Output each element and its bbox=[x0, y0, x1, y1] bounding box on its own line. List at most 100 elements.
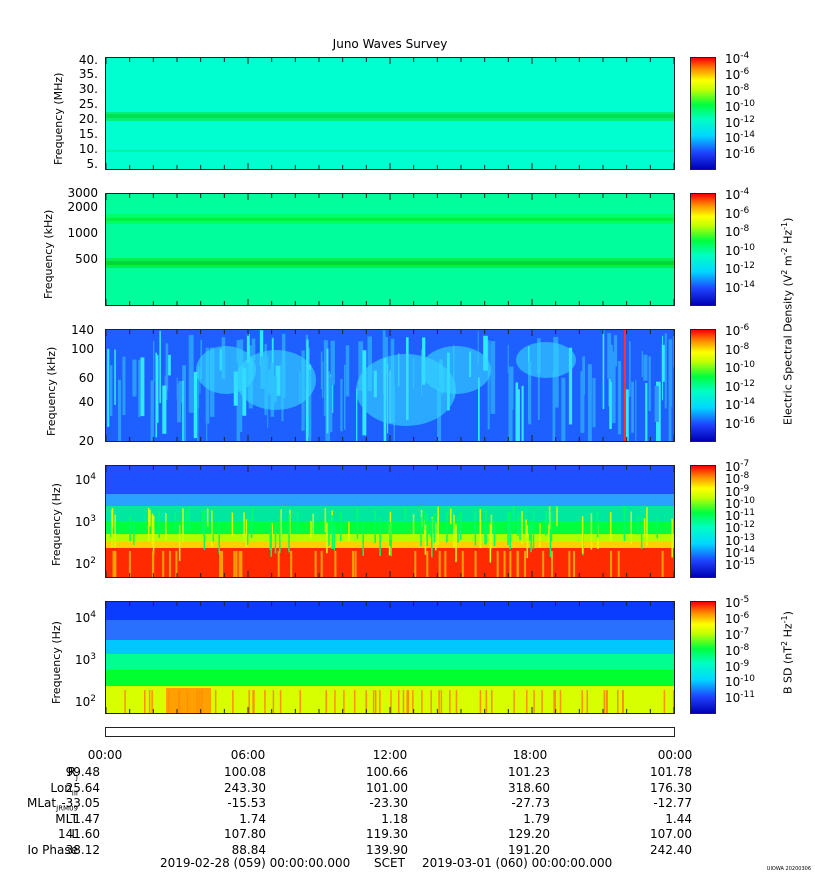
colorbar-tick-label: 10-12 bbox=[725, 520, 755, 536]
emission-streak bbox=[114, 551, 117, 577]
emission-streak bbox=[590, 513, 593, 550]
emission-streak bbox=[128, 551, 131, 577]
emission-streak bbox=[340, 379, 343, 432]
emission-streak bbox=[321, 361, 324, 398]
ephemeris-value: -12.77 bbox=[653, 796, 692, 810]
x-tick-label: 00:00 bbox=[657, 748, 693, 762]
emission-streak bbox=[503, 551, 506, 577]
emission-streak bbox=[550, 551, 553, 577]
emission-streak bbox=[201, 690, 203, 713]
emission-streak bbox=[314, 551, 317, 577]
colorbar-tick-label: 10-8 bbox=[725, 642, 750, 658]
ephemeris-value: 1.74 bbox=[239, 811, 266, 826]
ytick: 104 bbox=[74, 610, 96, 625]
emission-burst bbox=[236, 350, 316, 410]
emission-streak bbox=[430, 520, 432, 538]
emission-streak bbox=[271, 523, 273, 540]
emission-streak bbox=[435, 522, 437, 551]
colorbar-tick-label: 10-10 bbox=[725, 242, 755, 258]
colorbar-tick-label: 10-8 bbox=[725, 341, 750, 357]
ephemeris-value: 129.20 bbox=[508, 827, 550, 841]
emission-streak bbox=[490, 344, 494, 382]
emission-streak bbox=[288, 513, 290, 553]
emission-streak bbox=[246, 517, 249, 545]
panel-lfr-high bbox=[105, 329, 675, 442]
ephemeris-value: 107.00 bbox=[650, 827, 692, 841]
emission-streak bbox=[162, 385, 167, 434]
emission-streak bbox=[630, 511, 633, 545]
colorbar-tick-label: 10-12 bbox=[725, 261, 755, 277]
emission-streak bbox=[390, 690, 392, 713]
emission-streak bbox=[586, 690, 589, 713]
ephemeris-label: RJ bbox=[67, 765, 78, 782]
emission-streak bbox=[426, 551, 429, 577]
emission-streak bbox=[277, 551, 280, 577]
emission-streak bbox=[219, 551, 222, 577]
footer-end: 2019-03-01 (060) 00:00:00.000 bbox=[422, 856, 613, 870]
colorbar-tick-label: 10-11 bbox=[725, 508, 755, 524]
emission-streak bbox=[622, 690, 624, 713]
emission-streak bbox=[525, 519, 527, 538]
emission-streak bbox=[124, 690, 126, 713]
emission-streak bbox=[431, 518, 433, 558]
ytick: 500 bbox=[75, 252, 98, 266]
emission-streak bbox=[211, 510, 213, 547]
emission-streak bbox=[611, 351, 616, 424]
ytick: 15. bbox=[78, 127, 98, 141]
emission-streak bbox=[407, 690, 410, 713]
emission-streak bbox=[606, 690, 609, 713]
emission-streak bbox=[553, 690, 555, 713]
colorbar-tick-label: 10-8 bbox=[725, 82, 750, 98]
emission-streak bbox=[212, 521, 214, 542]
emission-streak bbox=[390, 522, 392, 557]
ytick: 35. bbox=[78, 67, 98, 81]
emission-streak bbox=[152, 551, 155, 577]
emission-streak bbox=[437, 506, 439, 525]
emission-band bbox=[106, 114, 674, 118]
colorbar-3 bbox=[690, 465, 716, 578]
emission-streak bbox=[426, 513, 428, 547]
emission-streak bbox=[453, 514, 455, 549]
ytick: 30. bbox=[78, 82, 98, 96]
emission-streak bbox=[539, 523, 541, 547]
emission-streak bbox=[662, 335, 664, 401]
colorbar-tick-label: 10-14 bbox=[725, 397, 755, 413]
emission-streak bbox=[109, 365, 113, 417]
emission-streak bbox=[188, 506, 190, 530]
emission-streak bbox=[517, 511, 519, 536]
emission-streak bbox=[643, 518, 646, 537]
emission-band bbox=[106, 150, 674, 152]
emission-streak bbox=[635, 379, 637, 441]
emission-streak bbox=[485, 510, 487, 545]
emission-streak bbox=[521, 385, 524, 441]
emission-streak bbox=[402, 690, 405, 713]
emission-streak bbox=[143, 690, 146, 713]
emission-streak bbox=[133, 520, 135, 545]
emission-streak bbox=[348, 521, 350, 543]
emission-streak bbox=[457, 517, 459, 543]
emission-streak bbox=[526, 525, 529, 559]
emission-streak bbox=[374, 690, 377, 713]
emission-streak bbox=[508, 374, 513, 441]
emission-streak bbox=[580, 371, 585, 433]
emission-streak bbox=[625, 389, 629, 441]
esd-colorbar-label: Electric Spectral Density (V2 m-2 Hz-1) bbox=[780, 217, 795, 425]
emission-streak bbox=[573, 551, 576, 577]
ephemeris-value: 107.80 bbox=[224, 827, 266, 841]
emission-streak bbox=[214, 690, 217, 713]
colorbar-tick-label: 10-8 bbox=[725, 471, 750, 487]
emission-streak bbox=[269, 523, 272, 551]
emission-streak bbox=[182, 380, 184, 441]
emission-streak bbox=[444, 551, 447, 577]
spectrogram-layer bbox=[106, 670, 674, 688]
emission-streak bbox=[252, 690, 254, 713]
emission-streak bbox=[310, 521, 312, 539]
colorbar-tick-label: 10-10 bbox=[725, 98, 755, 114]
emission-streak bbox=[389, 521, 391, 547]
emission-streak bbox=[412, 690, 414, 713]
emission-streak bbox=[151, 690, 153, 713]
emission-streak bbox=[474, 511, 477, 546]
colorbar-tick-label: 10-16 bbox=[725, 416, 755, 432]
emission-streak bbox=[519, 515, 521, 541]
ephemeris-value: 100.08 bbox=[224, 765, 266, 779]
